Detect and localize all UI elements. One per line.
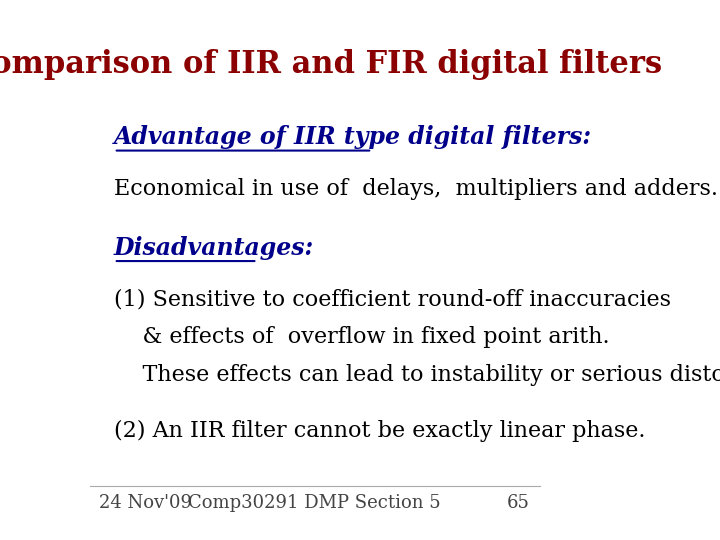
Text: Economical in use of  delays,  multipliers and adders.: Economical in use of delays, multipliers… (114, 178, 718, 200)
Text: These effects can lead to instability or serious distortion.: These effects can lead to instability or… (114, 364, 720, 386)
Text: & effects of  overflow in fixed point arith.: & effects of overflow in fixed point ari… (114, 326, 609, 348)
Text: Disadvantages:: Disadvantages: (114, 236, 314, 260)
Text: 24 Nov'09: 24 Nov'09 (99, 494, 192, 512)
Text: 65: 65 (507, 494, 530, 512)
Text: Comparison of IIR and FIR digital filters: Comparison of IIR and FIR digital filter… (0, 49, 662, 80)
Text: Comp30291 DMP Section 5: Comp30291 DMP Section 5 (189, 494, 441, 512)
Text: (1) Sensitive to coefficient round-off inaccuracies: (1) Sensitive to coefficient round-off i… (114, 288, 671, 310)
Text: Advantage of IIR type digital filters:: Advantage of IIR type digital filters: (114, 125, 592, 150)
Text: (2) An IIR filter cannot be exactly linear phase.: (2) An IIR filter cannot be exactly line… (114, 420, 645, 442)
